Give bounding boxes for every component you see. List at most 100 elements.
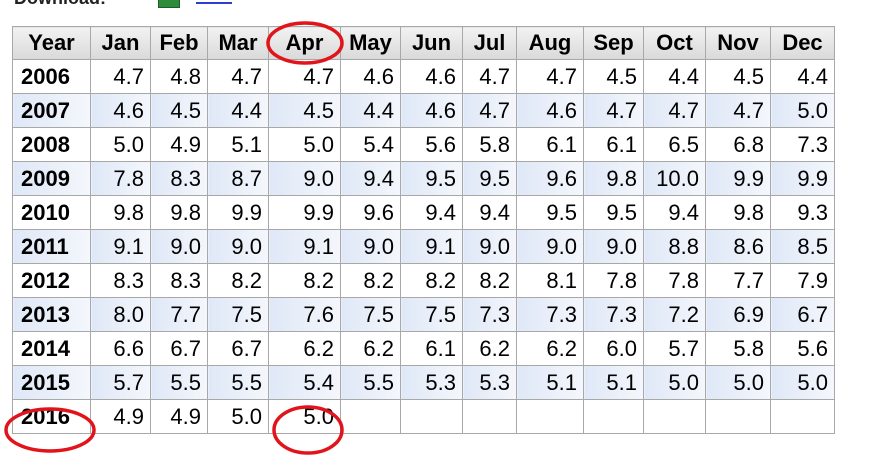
value-cell: 5.7 [643,331,706,366]
value-cell: 5.0 [90,127,151,162]
value-cell: 9.9 [268,195,341,230]
value-cell: 4.6 [400,59,463,94]
value-cell: 4.5 [150,93,208,128]
value-cell: 9.0 [462,229,517,264]
value-cell: 9.4 [643,195,706,230]
column-header: Year [12,26,91,60]
value-cell: 4.6 [400,93,463,128]
value-cell: 9.1 [400,229,463,264]
value-cell: 6.1 [516,127,584,162]
table-row: 2008 5.0 4.9 5.1 5.0 5.4 5.6 5.8 6.1 6.1 6.5 6.8 7.3 [12,127,835,162]
value-cell: 6.8 [705,127,771,162]
value-cell: 4.4 [340,93,401,128]
value-cell: 6.0 [583,331,644,366]
value-cell: 4.7 [462,59,517,94]
value-cell: 9.9 [207,195,269,230]
value-cell: 5.0 [770,365,835,400]
value-cell: 8.0 [90,297,151,332]
value-cell: 4.4 [770,59,835,94]
value-cell: 4.7 [462,93,517,128]
value-cell: 4.7 [643,93,706,128]
value-cell: 4.4 [643,59,706,94]
value-cell: 6.2 [462,331,517,366]
value-cell: 4.9 [90,399,151,434]
value-cell: 7.5 [207,297,269,332]
excel-icon[interactable] [158,0,180,8]
value-cell: 8.8 [643,229,706,264]
value-cell: 7.8 [643,263,706,298]
column-header: Jan [90,26,151,60]
value-cell: 4.7 [705,93,771,128]
value-cell: 5.5 [207,365,269,400]
table-row: 2011 9.1 9.0 9.0 9.1 9.0 9.1 9.0 9.0 9.0 8.8 8.6 8.5 [12,229,835,264]
year-cell: 2012 [12,263,91,298]
year-cell: 2016 [12,399,91,434]
header-row: Year Jan Feb Mar Apr May Jun Jul Aug Sep Oct Nov Dec [12,26,835,60]
value-cell: 5.1 [583,365,644,400]
value-cell: 5.7 [90,365,151,400]
value-cell: 9.5 [400,161,463,196]
value-cell: 8.2 [340,263,401,298]
value-cell: 4.9 [150,127,208,162]
value-cell: 6.5 [643,127,706,162]
value-cell: 6.1 [583,127,644,162]
value-cell: 8.2 [400,263,463,298]
value-cell: 9.0 [150,229,208,264]
value-cell: 4.5 [583,59,644,94]
column-header: Dec [770,26,835,60]
value-cell: 5.3 [400,365,463,400]
value-cell: 7.7 [705,263,771,298]
value-cell: 5.5 [340,365,401,400]
column-header: Sep [583,26,644,60]
download-label: Download: [14,0,106,9]
value-cell: 7.9 [770,263,835,298]
value-cell: 6.7 [150,331,208,366]
value-cell: 6.2 [268,331,341,366]
table-row: 2007 4.6 4.5 4.4 4.5 4.4 4.6 4.7 4.6 4.7 4.7 4.7 5.0 [12,93,835,128]
empty-cell [705,399,771,434]
table-row: 2010 9.8 9.8 9.9 9.9 9.6 9.4 9.4 9.5 9.5 9.4 9.8 9.3 [12,195,835,230]
year-cell: 2006 [12,59,91,94]
value-cell: 4.4 [207,93,269,128]
value-cell: 9.3 [770,195,835,230]
empty-cell [516,399,584,434]
value-cell: 5.5 [150,365,208,400]
year-cell: 2009 [12,161,91,196]
column-header: Jun [400,26,463,60]
value-cell: 8.3 [150,263,208,298]
value-cell: 8.5 [770,229,835,264]
value-cell: 6.7 [770,297,835,332]
value-cell: 6.7 [207,331,269,366]
value-cell: 4.6 [340,59,401,94]
value-cell: 8.3 [90,263,151,298]
value-cell: 9.6 [340,195,401,230]
value-cell: 9.1 [268,229,341,264]
year-cell: 2010 [12,195,91,230]
value-cell: 7.3 [516,297,584,332]
value-cell: 6.2 [516,331,584,366]
value-cell: 8.2 [268,263,341,298]
download-link[interactable] [196,2,232,4]
value-cell: 5.4 [268,365,341,400]
value-cell: 8.2 [207,263,269,298]
value-cell: 9.4 [400,195,463,230]
value-cell: 5.8 [462,127,517,162]
value-cell: 8.7 [207,161,269,196]
value-cell: 9.5 [516,195,584,230]
value-cell: 9.5 [583,195,644,230]
value-cell: 4.5 [705,59,771,94]
value-cell: 7.3 [583,297,644,332]
value-cell: 7.3 [462,297,517,332]
table-row: 2013 8.0 7.7 7.5 7.6 7.5 7.5 7.3 7.3 7.3 7.2 6.9 6.7 [12,297,835,332]
table-row: 2006 4.7 4.8 4.7 4.7 4.6 4.6 4.7 4.7 4.5 4.4 4.5 4.4 [12,59,835,94]
data-table: Year Jan Feb Mar Apr May Jun Jul Aug Sep Oct Nov Dec… [12,26,835,434]
value-cell: 9.1 [90,229,151,264]
value-cell: 9.0 [583,229,644,264]
value-cell: 9.9 [770,161,835,196]
value-cell: 10.0 [643,161,706,196]
value-cell: 9.8 [705,195,771,230]
year-cell: 2007 [12,93,91,128]
value-cell: 5.6 [400,127,463,162]
value-cell: 4.9 [150,399,208,434]
